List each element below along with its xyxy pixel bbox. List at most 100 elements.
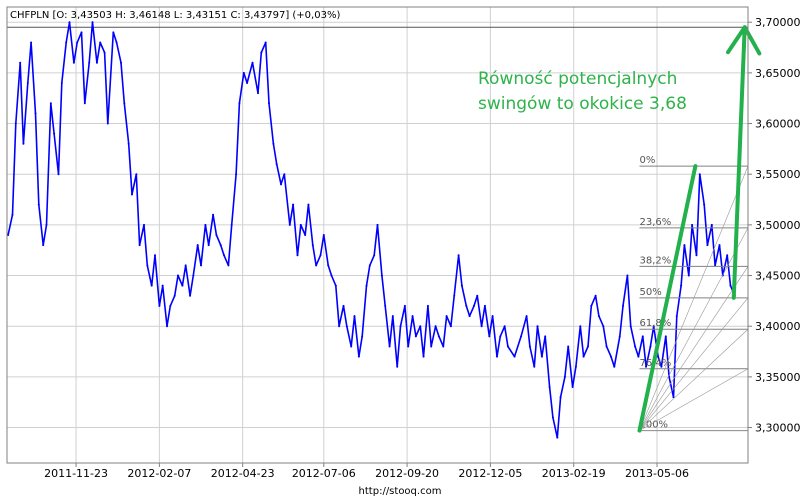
price-point: [103, 51, 106, 54]
series-layer: [7, 21, 736, 439]
price-point: [227, 264, 230, 267]
price-point: [506, 345, 509, 348]
price-point: [260, 51, 263, 54]
price-point: [675, 315, 678, 318]
price-point: [11, 213, 14, 216]
fibonacci-layer: 0%23,6%38,2%50%61,8%76,4%100%: [639, 155, 749, 432]
price-point: [691, 223, 694, 226]
price-point: [115, 41, 118, 44]
price-point: [544, 335, 547, 338]
annotation-line-1: Równość potencjalnych: [478, 69, 677, 89]
price-point: [373, 254, 376, 257]
price-point: [173, 294, 176, 297]
price-point: [680, 284, 683, 287]
price-point: [106, 122, 109, 125]
price-point: [42, 244, 45, 247]
price-point: [726, 254, 729, 257]
price-point: [223, 254, 226, 257]
price-point: [319, 254, 322, 257]
price-point: [513, 355, 516, 358]
price-point: [60, 82, 63, 84]
price-point: [158, 304, 161, 307]
price-point: [307, 203, 310, 206]
price-point: [196, 244, 199, 247]
price-point: [634, 345, 637, 348]
price-point: [525, 315, 528, 318]
price-point: [22, 142, 25, 145]
price-point: [120, 61, 122, 64]
price-point: [629, 325, 632, 328]
price-point: [72, 61, 75, 64]
price-point: [384, 304, 387, 307]
price-point: [327, 264, 330, 267]
price-point: [480, 325, 483, 328]
price-point: [272, 142, 275, 145]
x-tick-label: 2011-11-23: [44, 467, 108, 480]
price-point: [212, 213, 215, 216]
trendline: [731, 25, 747, 300]
price-point: [99, 41, 102, 44]
price-point: [445, 315, 448, 318]
price-point: [495, 355, 498, 358]
price-point: [465, 304, 468, 307]
price-point: [718, 244, 721, 247]
price-point: [602, 325, 605, 328]
price-point: [80, 31, 83, 34]
chart-header: CHFPLN [O: 3,43503 H: 3,46148 L: 3,43151…: [10, 10, 340, 21]
price-point: [204, 223, 207, 226]
price-point: [618, 335, 621, 338]
price-point: [215, 234, 218, 236]
price-point: [579, 325, 582, 328]
price-point: [403, 304, 406, 307]
price-point: [230, 223, 233, 226]
price-point: [150, 284, 153, 287]
price-point: [30, 41, 33, 44]
fib-level-label: 23,6%: [639, 217, 671, 228]
price-point: [219, 244, 222, 247]
price-point: [590, 304, 593, 307]
price-point: [267, 102, 270, 105]
price-point: [414, 335, 417, 338]
source-label: http://stooq.com: [359, 486, 442, 497]
price-point: [664, 335, 667, 338]
price-point: [548, 386, 551, 388]
price-point: [130, 193, 133, 196]
price-point: [499, 335, 502, 338]
price-point: [605, 345, 608, 348]
price-point: [457, 254, 460, 257]
price-point: [334, 284, 337, 287]
price-point: [672, 396, 675, 399]
price-point: [698, 173, 701, 176]
price-point: [177, 274, 179, 277]
price-point: [181, 284, 184, 287]
price-point: [411, 315, 414, 318]
annotation-line-2: swingów to okokice 3,68: [478, 94, 687, 114]
price-point: [528, 345, 531, 348]
price-point: [657, 355, 660, 358]
price-point: [637, 355, 640, 358]
price-point: [376, 223, 379, 226]
fib-fan-line: [639, 266, 749, 431]
x-tick-label: 2012-02-07: [127, 467, 191, 480]
price-point: [345, 325, 348, 328]
price-point: [586, 345, 589, 348]
y-tick-label: 3,70000: [755, 16, 800, 29]
fib-level-label: 61,8%: [639, 318, 671, 329]
price-point: [322, 234, 325, 236]
price-point: [338, 325, 341, 328]
price-point: [296, 254, 299, 257]
price-point: [574, 365, 577, 368]
price-point: [37, 203, 40, 206]
y-tick-label: 3,40000: [755, 320, 800, 333]
price-point: [540, 355, 543, 358]
price-point: [153, 254, 156, 257]
y-tick-label: 3,65000: [755, 67, 800, 80]
price-point: [353, 315, 356, 318]
price-point: [533, 365, 536, 368]
price-point: [49, 102, 52, 105]
price-point: [91, 21, 94, 24]
price-point: [559, 396, 562, 399]
y-tick-label: 3,55000: [755, 168, 800, 181]
price-point: [200, 264, 203, 267]
price-point: [19, 61, 22, 64]
